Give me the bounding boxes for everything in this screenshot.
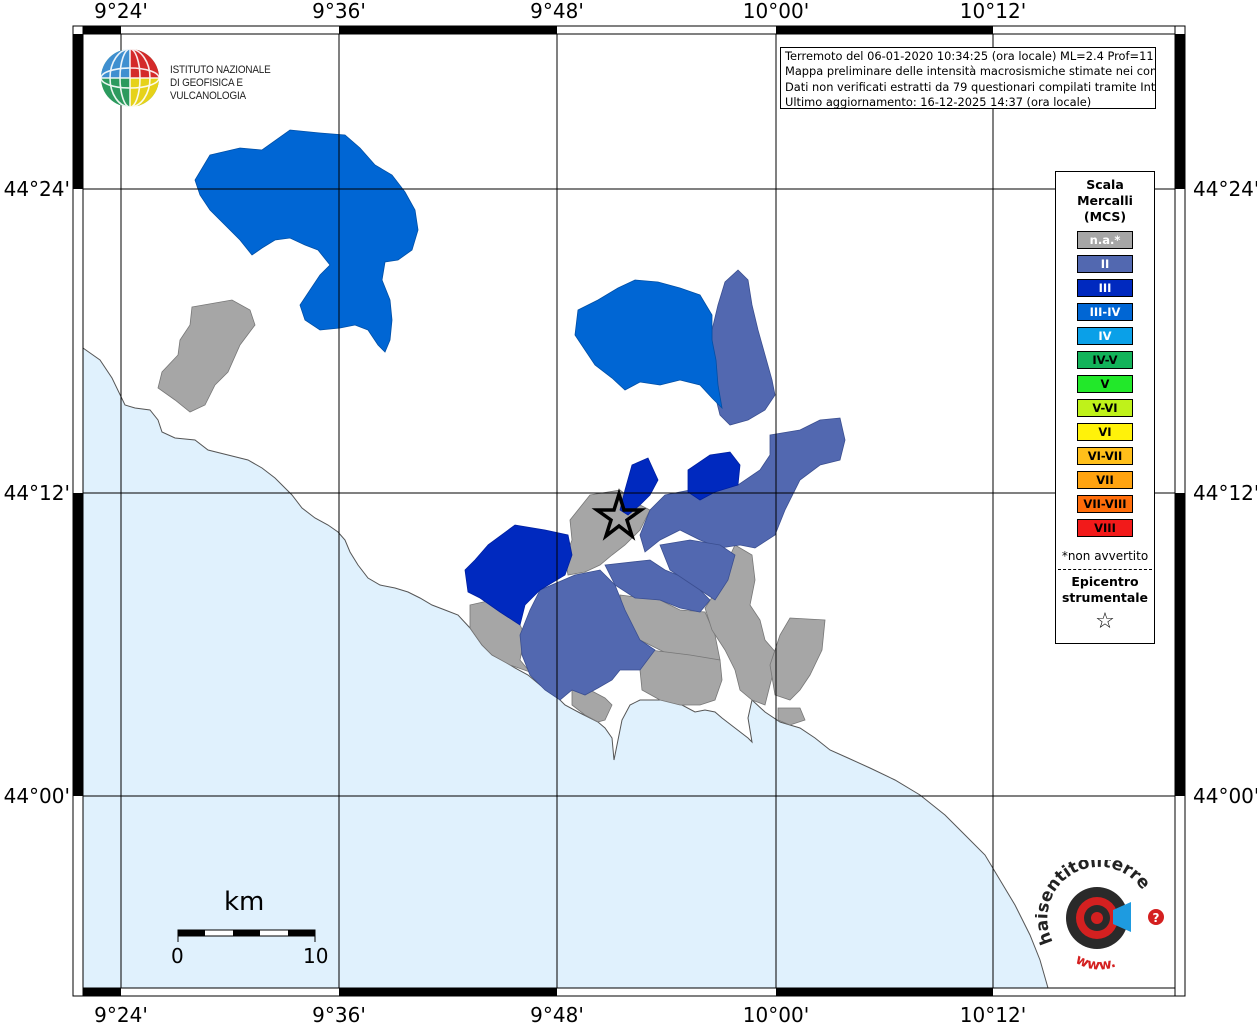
legend-title-line: Mercalli [1077,193,1133,208]
legend-swatch-vii-viii: VII-VIII [1077,495,1133,513]
scale-bar-unit: km [224,887,265,917]
map-frame [72,25,1186,997]
lon-label-bottom: 10°00' [743,1003,809,1024]
graticule [83,34,1175,988]
scale-bar [177,929,316,942]
lon-label-bottom: 9°24' [94,1003,148,1024]
longitude-labels-bottom: 9°24' 9°36' 9°48' 10°00' 10°12' [94,1003,1026,1024]
longitude-labels-top: 9°24' 9°36' 9°48' 10°00' 10°12' [94,0,1026,23]
legend-swatch-viii: VIII [1077,519,1133,537]
lat-label-right: 44°24' [1193,177,1257,201]
lat-label-right: 44°12' [1193,481,1257,505]
hai-sentito-logo-icon: haisentitoilterremoto.it www. ? [1026,845,1164,974]
legend-swatch-vi: VI [1077,423,1133,441]
sea-area [82,347,1049,989]
legend-swatch-n-a: n.a.* [1077,231,1133,249]
epicenter-star-icon: ☆ [1095,609,1115,634]
legend-swatch-iv-v: IV-V [1077,351,1133,369]
legend-separator [1058,569,1152,570]
lat-label-left: 44°00' [4,784,70,808]
map-description-line: Mappa preliminare delle intensità macros… [785,64,1156,79]
lat-label-left: 44°24' [4,177,70,201]
legend-swatch-vi-vii: VI-VII [1077,447,1133,465]
legend-swatch-ii: II [1077,255,1133,273]
hai-sentito-il-terremoto-logo: haisentitoilterremoto.it www. ? [1026,845,1165,980]
municipalities-intensity-III [464,451,741,626]
logo-arc-text-bottom: www. [1073,952,1118,974]
municipalities-not-felt [157,299,826,726]
municipalities-intensity-III-IV [194,129,723,410]
scale-bar-start: 0 [171,944,184,968]
mcs-legend: Scala Mercalli (MCS) n.a.* II III III-IV IV I… [1055,171,1155,644]
municipalities-intensity-II [519,269,846,701]
epicenter-star [591,488,647,541]
epicenter-legend-title: Epicentro strumentale [1056,574,1154,606]
legend-swatch-v-vi: V-VI [1077,399,1133,417]
ingv-name: ISTITUTO NAZIONALE DI GEOFISICA E VULCAN… [170,64,314,103]
legend-swatch-iii-iv: III-IV [1077,303,1133,321]
legend-swatches: n.a.* II III III-IV IV IV-V V V-VI VI VI-VII VII VI… [1056,231,1154,537]
svg-text:www.: www. [1073,952,1118,974]
last-update-line: Ultimo aggiornamento: 16-12-2025 14:37 (… [785,94,1092,109]
lon-label-top: 9°24' [94,0,148,23]
lon-label-top: 10°00' [743,0,809,23]
scale-bar-end: 10 [303,944,329,968]
legend-title-line: Scala [1086,177,1124,192]
ingv-logo: ISTITUTO NAZIONALE DI GEOFISICA E VULCAN… [100,48,330,110]
lon-label-bottom: 10°12' [960,1003,1026,1024]
lon-label-top: 9°36' [312,0,366,23]
lon-label-bottom: 9°48' [530,1003,584,1024]
legend-swatch-v: V [1077,375,1133,393]
legend-swatch-iii: III [1077,279,1133,297]
lat-label-right: 44°00' [1193,784,1257,808]
lon-label-bottom: 9°36' [312,1003,366,1024]
legend-title: Scala Mercalli (MCS) [1056,177,1154,225]
event-info-line: Terremoto del 06-01-2020 10:34:25 (ora l… [785,49,1156,63]
lat-label-left: 44°12' [4,481,70,505]
latitude-labels-right: 44°24' 44°12' 44°00' [1193,177,1257,808]
lon-label-top: 9°48' [530,0,584,23]
logo-question-mark: ? [1153,911,1160,925]
legend-swatch-vii: VII [1077,471,1133,489]
legend-note: *non avvertito [1061,549,1149,563]
ingv-name-line2: DI GEOFISICA E VULCANOLOGIA [170,77,246,102]
legend-title-line: (MCS) [1083,209,1127,224]
epicenter-legend-line: Epicentro [1071,574,1139,589]
latitude-labels-left: 44°24' 44°12' 44°00' [4,177,70,808]
lon-label-top: 10°12' [960,0,1026,23]
ingv-name-line1: ISTITUTO NAZIONALE [170,64,271,76]
data-source-line: Dati non verificati estratti da 79 quest… [785,79,1156,94]
legend-swatch-iv: IV [1077,327,1133,345]
event-info-box: Terremoto del 06-01-2020 10:34:25 (ora l… [780,47,1156,109]
ingv-globe-icon [100,48,160,108]
epicenter-legend-line: strumentale [1061,590,1149,605]
